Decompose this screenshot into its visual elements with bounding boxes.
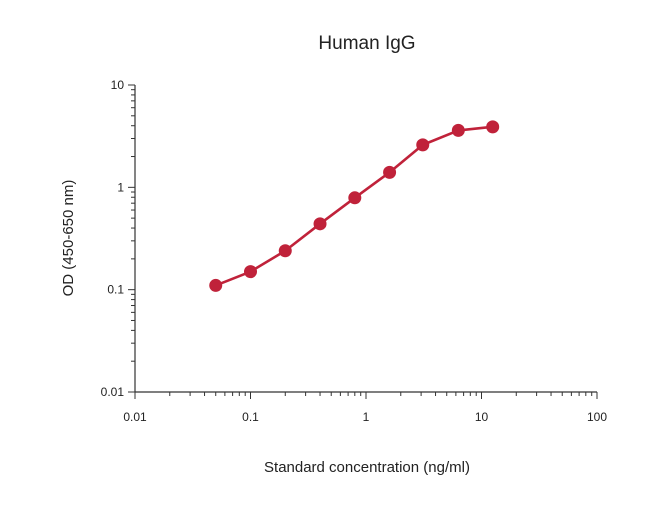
plot-area (209, 120, 500, 292)
x-tick-label: 1 (363, 410, 370, 424)
data-point (486, 120, 500, 134)
y-tick-label: 0.1 (107, 283, 124, 297)
y-axis-label: OD (450-650 nm) (60, 180, 77, 297)
data-point (416, 138, 430, 152)
y-tick-label: 1 (117, 180, 124, 194)
x-tick-label: 100 (587, 410, 607, 424)
data-point (278, 244, 292, 258)
data-point (451, 123, 465, 137)
data-point (348, 191, 362, 205)
x-tick-label: 0.1 (242, 410, 259, 424)
tick-labels: 0.01 0.1 1 10 100 0.01 0.1 1 10 (101, 78, 608, 424)
x-axis-label: Standard concentration (ng/ml) (264, 459, 470, 476)
axes (134, 85, 597, 393)
ticks (128, 84, 598, 399)
y-tick-label: 10 (111, 78, 125, 92)
x-tick-label: 0.01 (123, 410, 147, 424)
data-point (383, 165, 397, 179)
series-line (214, 125, 494, 287)
data-point (209, 278, 223, 292)
y-tick-label: 0.01 (101, 385, 125, 399)
x-tick-label: 10 (475, 410, 489, 424)
data-point (313, 217, 327, 231)
chart-title: Human IgG (318, 33, 415, 54)
data-point (244, 265, 257, 279)
